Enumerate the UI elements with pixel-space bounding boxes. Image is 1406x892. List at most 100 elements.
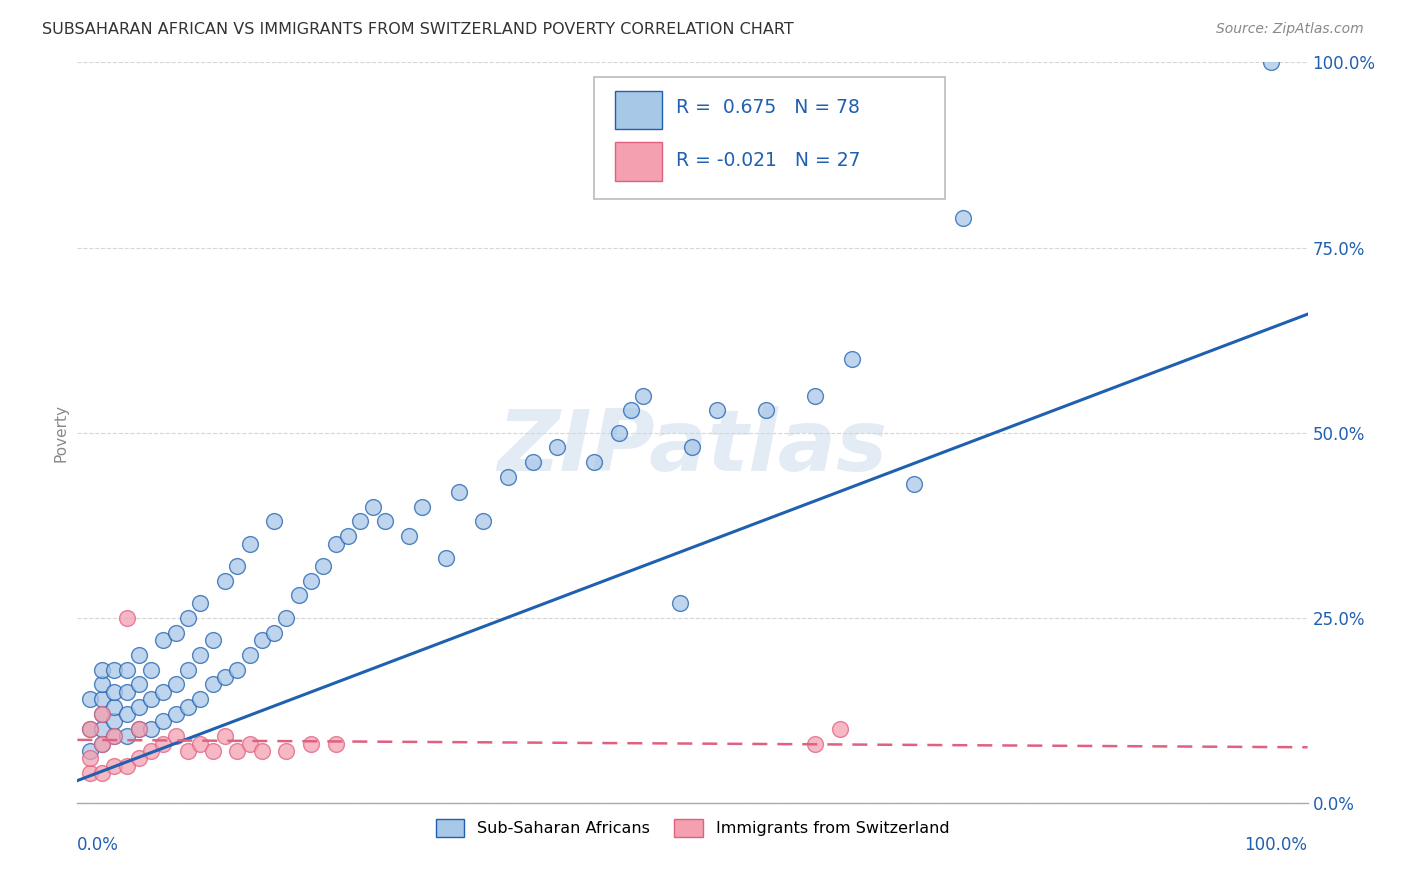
Point (103, 758, 125, 772)
Point (90, 706, 114, 721)
Point (411, 500, 433, 514)
Point (755, 403, 778, 417)
Point (165, 706, 187, 721)
Point (115, 706, 138, 721)
Point (128, 699, 150, 714)
Point (152, 632, 174, 647)
Point (165, 677, 187, 691)
Point (79, 744, 101, 758)
Point (152, 685, 174, 699)
Point (952, 211, 974, 225)
Text: 100.0%: 100.0% (1244, 836, 1308, 855)
Text: 0.0%: 0.0% (77, 836, 120, 855)
Bar (614, 143, 662, 181)
Point (115, 663, 138, 677)
Text: Source: ZipAtlas.com: Source: ZipAtlas.com (1216, 22, 1364, 37)
Point (682, 441, 704, 455)
Point (79, 766, 101, 780)
Point (177, 610, 200, 624)
Point (337, 529, 360, 543)
Point (103, 663, 125, 677)
Point (361, 500, 384, 514)
Point (263, 515, 285, 529)
Point (325, 536, 347, 550)
Point (250, 744, 273, 758)
Point (669, 596, 692, 610)
Text: R = -0.021   N = 27: R = -0.021 N = 27 (676, 152, 860, 170)
Point (177, 663, 200, 677)
Point (263, 625, 285, 640)
Point (239, 648, 262, 662)
Point (103, 714, 125, 729)
Point (177, 699, 200, 714)
Point (90, 722, 114, 736)
Point (288, 589, 311, 603)
Point (607, 425, 630, 440)
Point (583, 455, 606, 469)
Point (1260, 55, 1282, 70)
Point (830, 722, 852, 736)
Point (841, 351, 863, 366)
Point (79, 722, 101, 736)
Point (201, 632, 224, 647)
Point (447, 484, 470, 499)
Y-axis label: Poverty: Poverty (53, 403, 69, 462)
Point (141, 722, 163, 736)
Point (214, 670, 236, 684)
Text: ZIPatlas: ZIPatlas (498, 406, 887, 489)
Point (398, 529, 420, 543)
Point (128, 677, 150, 691)
Point (79, 692, 101, 706)
Legend: Sub-Saharan Africans, Immigrants from Switzerland: Sub-Saharan Africans, Immigrants from Sw… (429, 813, 956, 843)
Point (103, 729, 125, 743)
Point (214, 574, 236, 588)
Point (299, 737, 322, 751)
Point (90, 692, 114, 706)
Point (226, 558, 249, 573)
Point (103, 729, 125, 743)
Point (115, 685, 138, 699)
Point (226, 744, 249, 758)
Point (276, 610, 298, 624)
Point (325, 737, 347, 751)
Point (90, 737, 114, 751)
Text: SUBSAHARAN AFRICAN VS IMMIGRANTS FROM SWITZERLAND POVERTY CORRELATION CHART: SUBSAHARAN AFRICAN VS IMMIGRANTS FROM SW… (42, 22, 794, 37)
Point (546, 441, 568, 455)
Point (115, 758, 138, 772)
Point (188, 648, 212, 662)
Point (436, 551, 458, 566)
Point (633, 388, 655, 402)
Point (214, 729, 236, 743)
Point (103, 699, 125, 714)
Point (79, 722, 101, 736)
Point (128, 722, 150, 736)
Point (90, 677, 114, 691)
Point (239, 536, 262, 550)
Bar (614, 91, 662, 129)
Point (90, 766, 114, 780)
Point (226, 663, 249, 677)
Point (141, 692, 163, 706)
Point (90, 663, 114, 677)
Point (201, 744, 224, 758)
Point (152, 714, 174, 729)
Point (374, 515, 396, 529)
Point (620, 403, 643, 417)
Point (103, 685, 125, 699)
Point (496, 470, 519, 484)
Point (165, 729, 187, 743)
Point (201, 677, 224, 691)
Text: R =  0.675   N = 78: R = 0.675 N = 78 (676, 98, 860, 117)
Point (804, 737, 827, 751)
Point (349, 515, 371, 529)
Point (903, 477, 925, 491)
Point (188, 737, 212, 751)
Point (128, 751, 150, 765)
Point (239, 737, 262, 751)
Point (165, 625, 187, 640)
Point (188, 692, 212, 706)
Point (312, 558, 335, 573)
Point (177, 744, 200, 758)
Point (141, 663, 163, 677)
Point (706, 403, 728, 417)
